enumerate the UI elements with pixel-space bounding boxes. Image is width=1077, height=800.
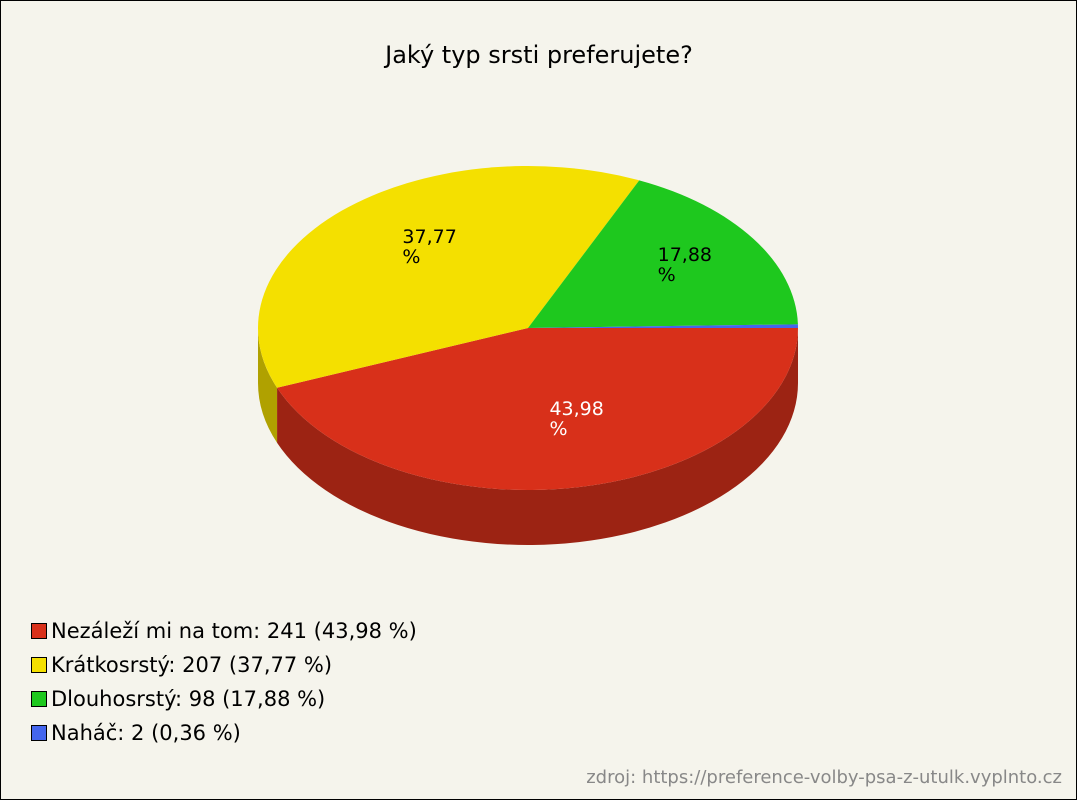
- legend-swatch: [31, 725, 47, 741]
- legend-entry: Naháč: 2 (0,36 %): [31, 721, 241, 745]
- source: zdroj: https://preference-volby-psa-z-ut…: [586, 767, 1062, 788]
- legend-label: Nezáleží mi na tom: 241 (43,98 %): [51, 619, 417, 643]
- legend-label: Krátkosrstý: 207 (37,77 %): [51, 653, 333, 677]
- legend-label: Dlouhosrstý: 98 (17,88 %): [51, 687, 326, 711]
- legend-entry: Nezáleží mi na tom: 241 (43,98 %): [31, 619, 417, 643]
- legend-label: Naháč: 2 (0,36 %): [51, 721, 241, 745]
- pie-slice: [277, 328, 799, 490]
- legend-entry: Dlouhosrstý: 98 (17,88 %): [31, 687, 325, 711]
- slice-label: 37,77 %: [402, 226, 457, 269]
- pie-slice: [257, 165, 640, 388]
- pie-side: [258, 328, 278, 443]
- slice-label: 17,88 %: [657, 243, 713, 286]
- legend-swatch: [31, 657, 47, 673]
- legend-swatch: [31, 623, 47, 639]
- legend-entry: Krátkosrstý: 207 (37,77 %): [31, 653, 332, 677]
- slice-label: 43,98 %: [549, 397, 604, 440]
- chart-title: Jaký typ srsti preferujete?: [383, 41, 693, 69]
- legend-swatch: [31, 691, 47, 707]
- pie-slice: [528, 180, 798, 328]
- pie-side: [277, 328, 799, 545]
- pie-slice: [528, 324, 798, 328]
